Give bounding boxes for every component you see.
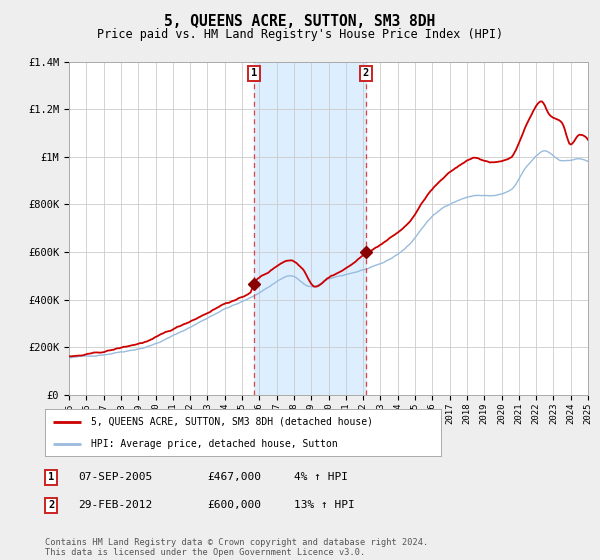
Text: Contains HM Land Registry data © Crown copyright and database right 2024.
This d: Contains HM Land Registry data © Crown c… xyxy=(45,538,428,557)
Text: 5, QUEENS ACRE, SUTTON, SM3 8DH (detached house): 5, QUEENS ACRE, SUTTON, SM3 8DH (detache… xyxy=(91,417,373,427)
Text: Price paid vs. HM Land Registry's House Price Index (HPI): Price paid vs. HM Land Registry's House … xyxy=(97,28,503,41)
Text: 1: 1 xyxy=(48,472,54,482)
Text: 1: 1 xyxy=(251,68,257,78)
Text: 4% ↑ HPI: 4% ↑ HPI xyxy=(294,472,348,482)
Text: HPI: Average price, detached house, Sutton: HPI: Average price, detached house, Sutt… xyxy=(91,438,337,449)
Text: 2: 2 xyxy=(363,68,369,78)
Text: £467,000: £467,000 xyxy=(207,472,261,482)
Text: 07-SEP-2005: 07-SEP-2005 xyxy=(78,472,152,482)
Text: 29-FEB-2012: 29-FEB-2012 xyxy=(78,500,152,510)
Text: 5, QUEENS ACRE, SUTTON, SM3 8DH: 5, QUEENS ACRE, SUTTON, SM3 8DH xyxy=(164,14,436,29)
Text: £600,000: £600,000 xyxy=(207,500,261,510)
Bar xyxy=(254,62,366,395)
Text: 2: 2 xyxy=(48,500,54,510)
Text: 13% ↑ HPI: 13% ↑ HPI xyxy=(294,500,355,510)
